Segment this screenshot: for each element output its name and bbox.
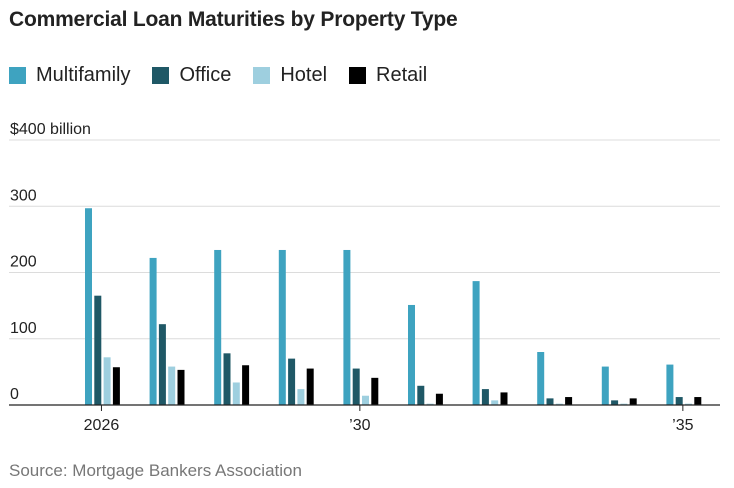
bar-office-2029 bbox=[288, 358, 296, 405]
bar-multifamily-2027 bbox=[149, 257, 157, 405]
bar-retail-2031 bbox=[435, 393, 443, 405]
bar-office-2032 bbox=[481, 389, 489, 405]
bar-retail-2028 bbox=[242, 365, 250, 405]
bar-multifamily-2034 bbox=[601, 366, 609, 405]
y-tick-label-400: $400 billion bbox=[10, 121, 91, 138]
bar-hotel-2032 bbox=[491, 400, 499, 405]
bar-office-2031 bbox=[417, 385, 425, 405]
bar-multifamily-2035 bbox=[666, 364, 674, 405]
bar-office-2030 bbox=[352, 368, 360, 405]
legend-label-retail: Retail bbox=[376, 64, 428, 86]
bar-hotel-2034 bbox=[620, 403, 628, 405]
legend-swatch-retail bbox=[349, 67, 367, 84]
bar-office-2028 bbox=[223, 353, 231, 405]
x-tick-label-2030: ’30 bbox=[349, 417, 370, 434]
bar-office-2035 bbox=[675, 397, 683, 405]
legend-item-office: Office bbox=[152, 64, 231, 87]
bar-office-2027 bbox=[158, 324, 166, 405]
legend-label-multifamily: Multifamily bbox=[36, 64, 131, 86]
legend-label-office: Office bbox=[179, 64, 232, 86]
bar-hotel-2035 bbox=[685, 403, 692, 405]
legend-label-hotel: Hotel bbox=[280, 64, 328, 86]
bar-retail-2030 bbox=[371, 377, 379, 405]
bar-multifamily-2032 bbox=[472, 281, 480, 405]
bar-hotel-2027 bbox=[168, 366, 176, 405]
bar-multifamily-2031 bbox=[408, 304, 415, 405]
x-tick-label-2026: 2026 bbox=[84, 417, 120, 434]
bar-retail-2026 bbox=[112, 367, 120, 405]
chart-title: Commercial Loan Maturities by Property T… bbox=[9, 8, 458, 31]
bar-multifamily-2033 bbox=[537, 352, 545, 405]
bar-hotel-2033 bbox=[555, 403, 563, 405]
legend-swatch-multifamily bbox=[9, 67, 26, 84]
bar-retail-2027 bbox=[177, 369, 185, 405]
bar-hotel-2031 bbox=[426, 403, 434, 405]
bar-retail-2034 bbox=[629, 398, 637, 405]
y-tick-label-300: 300 bbox=[10, 187, 37, 204]
bar-retail-2035 bbox=[694, 397, 702, 405]
bar-hotel-2028 bbox=[232, 382, 240, 405]
bar-office-2034 bbox=[611, 400, 619, 405]
legend-item-multifamily: Multifamily bbox=[9, 64, 130, 87]
bar-retail-2032 bbox=[500, 392, 508, 405]
chart-legend: Multifamily Office Hotel Retail bbox=[9, 64, 449, 87]
bar-multifamily-2028 bbox=[214, 249, 222, 405]
bar-retail-2029 bbox=[306, 368, 314, 405]
legend-swatch-office bbox=[152, 67, 170, 84]
y-tick-label-0: 0 bbox=[10, 386, 19, 403]
bar-office-2026 bbox=[94, 295, 102, 405]
bar-multifamily-2030 bbox=[343, 249, 351, 405]
source-note: Source: Mortgage Bankers Association bbox=[9, 461, 302, 480]
bar-hotel-2029 bbox=[297, 389, 305, 405]
bar-multifamily-2026 bbox=[85, 208, 92, 405]
x-tick-label-2035: ’35 bbox=[672, 417, 693, 434]
bar-retail-2033 bbox=[565, 397, 573, 405]
bar-multifamily-2029 bbox=[278, 249, 286, 405]
bar-hotel-2026 bbox=[103, 357, 111, 405]
legend-item-retail: Retail bbox=[349, 64, 427, 87]
y-tick-label-100: 100 bbox=[10, 320, 37, 337]
legend-item-hotel: Hotel bbox=[253, 64, 327, 87]
y-tick-label-200: 200 bbox=[10, 254, 37, 271]
bar-office-2033 bbox=[546, 398, 554, 405]
legend-swatch-hotel bbox=[253, 67, 271, 84]
bar-hotel-2030 bbox=[362, 395, 369, 405]
